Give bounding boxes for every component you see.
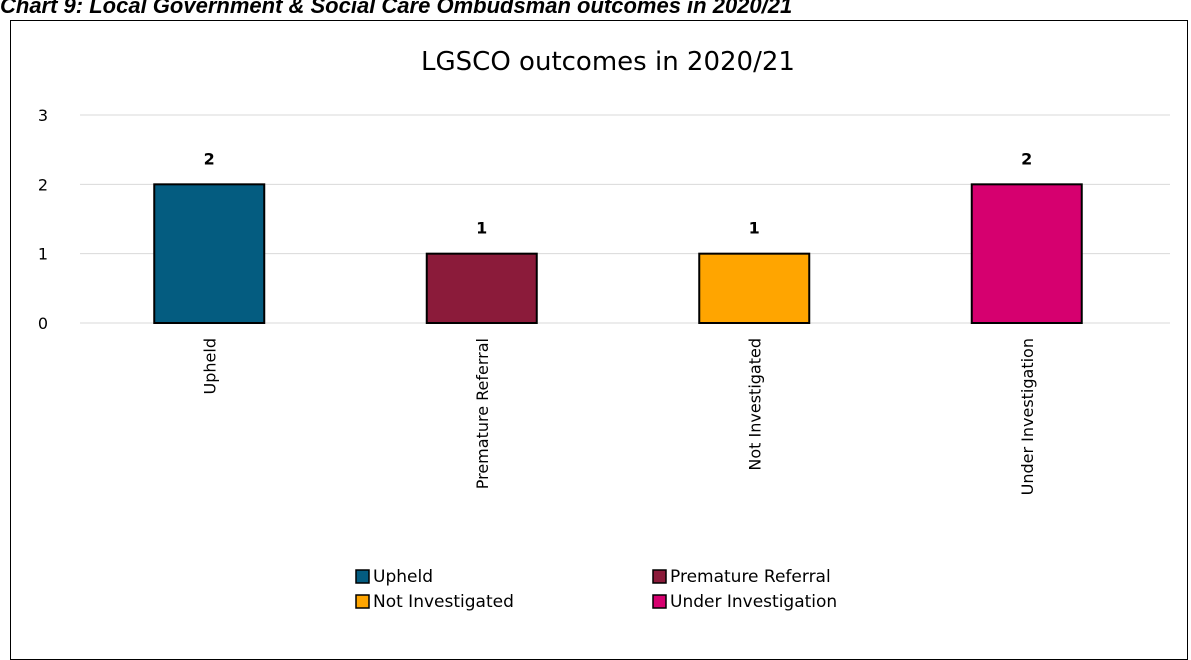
chart-frame bbox=[10, 20, 1188, 660]
y-tick-label: 3 bbox=[38, 106, 48, 125]
y-axis-ticks: 0 1 2 3 bbox=[38, 106, 48, 333]
legend-label: Not Investigated bbox=[373, 592, 514, 612]
legend-label: Premature Referral bbox=[670, 567, 831, 587]
category-label: Premature Referral bbox=[473, 338, 492, 489]
y-tick-label: 1 bbox=[38, 245, 48, 264]
data-label: 1 bbox=[476, 219, 487, 238]
data-label: 1 bbox=[749, 219, 760, 238]
bars bbox=[153, 183, 1083, 325]
bar-upheld bbox=[153, 183, 266, 324]
bar-under-investigation bbox=[970, 183, 1083, 324]
legend: Upheld Premature Referral Not Investigated… bbox=[355, 567, 837, 612]
chart-caption: Chart 9: Local Government & Social Care … bbox=[0, 0, 793, 18]
y-tick-label: 2 bbox=[38, 175, 48, 194]
bar-chart: LGSCO outcomes in 2020/21 0 1 2 3 2 1 1 2 Uphe… bbox=[38, 47, 1170, 612]
bar-premature-referral bbox=[425, 252, 538, 325]
y-tick-label: 0 bbox=[38, 314, 48, 333]
bar-not-investigated bbox=[698, 252, 811, 325]
legend-swatch bbox=[355, 569, 370, 584]
category-label: Under Investigation bbox=[1018, 338, 1037, 495]
legend-label: Under Investigation bbox=[670, 592, 837, 612]
category-labels: Upheld Premature Referral Not Investigated… bbox=[200, 338, 1037, 495]
legend-swatch bbox=[355, 594, 370, 609]
data-labels: 2 1 1 2 bbox=[204, 149, 1033, 237]
data-label: 2 bbox=[204, 149, 215, 168]
legend-swatch bbox=[652, 569, 667, 584]
chart-title: LGSCO outcomes in 2020/21 bbox=[421, 47, 795, 77]
legend-label: Upheld bbox=[373, 567, 433, 587]
category-label: Not Investigated bbox=[745, 338, 764, 471]
category-label: Upheld bbox=[200, 338, 219, 394]
legend-swatch bbox=[652, 594, 667, 609]
data-label: 2 bbox=[1021, 149, 1032, 168]
